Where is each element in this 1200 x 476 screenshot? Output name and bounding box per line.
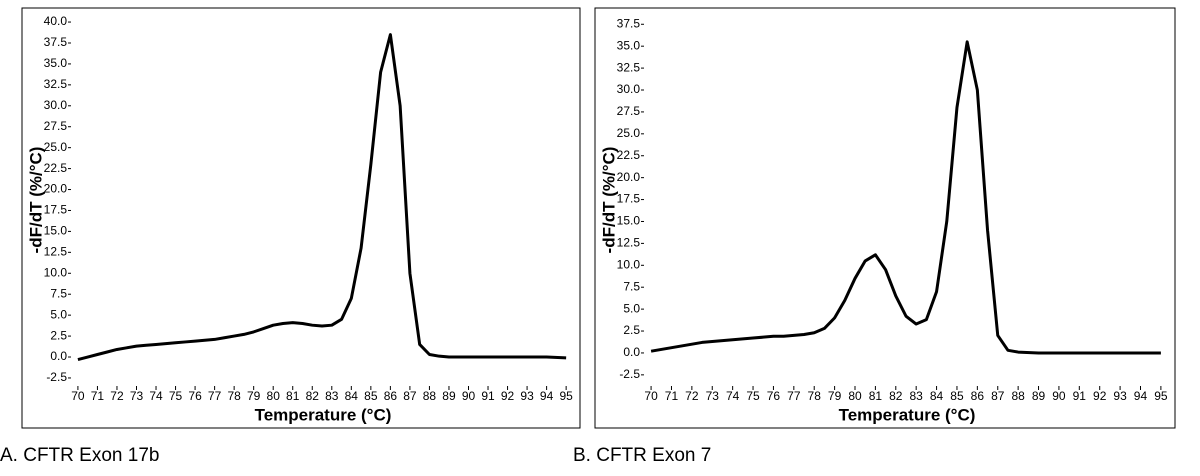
x-tick-label: 90 bbox=[1052, 389, 1066, 403]
x-tick-label: 95 bbox=[559, 389, 573, 403]
y-tick-label: 12.5 bbox=[617, 236, 641, 250]
x-tick-label: 82 bbox=[306, 389, 320, 403]
x-tick-label: 83 bbox=[325, 389, 339, 403]
x-tick-label: 76 bbox=[767, 389, 781, 403]
x-tick-label: 84 bbox=[930, 389, 944, 403]
x-tick-label: 94 bbox=[1134, 389, 1148, 403]
x-tick-label: 85 bbox=[950, 389, 964, 403]
y-tick-label: 15.0 bbox=[44, 224, 68, 238]
y-tick-label: 32.5 bbox=[44, 77, 68, 91]
x-tick-label: 77 bbox=[787, 389, 801, 403]
x-tick-label: 89 bbox=[1032, 389, 1046, 403]
x-tick-label: 90 bbox=[462, 389, 476, 403]
y-axis-title: -dF/dT (%/°C) bbox=[599, 147, 618, 254]
y-tick-label: 37.5 bbox=[44, 35, 68, 49]
y-tick-label: -2.5 bbox=[619, 367, 640, 381]
x-tick-label: 80 bbox=[848, 389, 862, 403]
y-tick-label: 37.5 bbox=[617, 16, 641, 30]
x-tick-label: 74 bbox=[726, 389, 740, 403]
y-tick-label: 0.0 bbox=[623, 345, 640, 359]
x-tick-label: 84 bbox=[345, 389, 359, 403]
y-tick-label: 20.0 bbox=[44, 182, 68, 196]
x-tick-label: 89 bbox=[442, 389, 456, 403]
x-tick-label: 86 bbox=[971, 389, 985, 403]
x-tick-label: 81 bbox=[286, 389, 300, 403]
y-tick-label: 27.5 bbox=[617, 104, 641, 118]
x-tick-label: 95 bbox=[1154, 389, 1168, 403]
y-tick-label: 30.0 bbox=[617, 82, 641, 96]
x-tick-label: 88 bbox=[423, 389, 437, 403]
x-axis-title: Temperature (°C) bbox=[255, 405, 392, 424]
y-tick-label: 40.0 bbox=[44, 14, 68, 28]
y-tick-label: 17.5 bbox=[44, 203, 68, 217]
y-tick-label: 10.0 bbox=[617, 257, 641, 271]
y-tick-label: 35.0 bbox=[44, 56, 68, 70]
y-tick-label: 12.5 bbox=[44, 245, 68, 259]
y-tick-label: 35.0 bbox=[617, 38, 641, 52]
y-axis-title: -dF/dT (%/°C) bbox=[26, 147, 45, 254]
panel-caption: A. CFTR Exon 17b bbox=[0, 445, 159, 466]
y-tick-label: 17.5 bbox=[617, 192, 641, 206]
x-tick-label: 93 bbox=[520, 389, 534, 403]
x-tick-label: 82 bbox=[889, 389, 903, 403]
x-tick-label: 79 bbox=[247, 389, 261, 403]
data-line bbox=[650, 40, 1161, 355]
y-tick-label: 7.5 bbox=[50, 286, 67, 300]
x-tick-label: 73 bbox=[706, 389, 720, 403]
x-tick-label: 72 bbox=[110, 389, 124, 403]
x-tick-label: 78 bbox=[808, 389, 822, 403]
x-tick-label: 93 bbox=[1113, 389, 1127, 403]
x-tick-label: 71 bbox=[665, 389, 679, 403]
x-tick-label: 88 bbox=[1011, 389, 1025, 403]
x-tick-label: 86 bbox=[384, 389, 398, 403]
x-tick-label: 77 bbox=[208, 389, 222, 403]
y-tick-label: 7.5 bbox=[623, 279, 640, 293]
x-tick-label: 76 bbox=[188, 389, 202, 403]
x-tick-label: 75 bbox=[746, 389, 760, 403]
x-tick-label: 73 bbox=[130, 389, 144, 403]
x-tick-label: 70 bbox=[644, 389, 658, 403]
x-axis-title: Temperature (°C) bbox=[839, 405, 976, 424]
x-tick-label: 80 bbox=[267, 389, 281, 403]
y-tick-label: 32.5 bbox=[617, 60, 641, 74]
x-tick-label: 70 bbox=[71, 389, 85, 403]
y-tick-label: 5.0 bbox=[623, 301, 640, 315]
y-tick-label: 20.0 bbox=[617, 170, 641, 184]
x-tick-label: 78 bbox=[227, 389, 241, 403]
x-tick-label: 87 bbox=[403, 389, 417, 403]
panel-frame bbox=[594, 7, 1176, 429]
x-tick-label: 79 bbox=[828, 389, 842, 403]
x-tick-label: 75 bbox=[169, 389, 183, 403]
x-tick-label: 74 bbox=[149, 389, 163, 403]
y-tick-label: 5.0 bbox=[50, 307, 67, 321]
y-tick-label: 10.0 bbox=[44, 265, 68, 279]
y-tick-label: 2.5 bbox=[50, 328, 67, 342]
y-tick-label: 2.5 bbox=[623, 323, 640, 337]
y-tick-label: 25.0 bbox=[617, 126, 641, 140]
y-tick-label: 22.5 bbox=[44, 161, 68, 175]
x-tick-label: 85 bbox=[364, 389, 378, 403]
x-tick-label: 72 bbox=[685, 389, 699, 403]
data-line bbox=[77, 33, 567, 361]
x-tick-label: 87 bbox=[991, 389, 1005, 403]
y-tick-label: 30.0 bbox=[44, 98, 68, 112]
y-tick-label: 22.5 bbox=[617, 148, 641, 162]
y-tick-label: -2.5 bbox=[46, 370, 67, 384]
panel-frame bbox=[21, 7, 581, 429]
x-tick-label: 71 bbox=[91, 389, 105, 403]
y-tick-label: 0.0 bbox=[50, 349, 67, 363]
x-tick-label: 92 bbox=[1093, 389, 1107, 403]
x-tick-label: 81 bbox=[869, 389, 883, 403]
y-tick-label: 25.0 bbox=[44, 140, 68, 154]
x-tick-label: 92 bbox=[501, 389, 515, 403]
panel-caption: B. CFTR Exon 7 bbox=[573, 445, 711, 466]
y-tick-label: 27.5 bbox=[44, 119, 68, 133]
x-tick-label: 94 bbox=[540, 389, 554, 403]
x-tick-label: 91 bbox=[481, 389, 495, 403]
y-tick-label: 15.0 bbox=[617, 214, 641, 228]
x-tick-label: 83 bbox=[909, 389, 923, 403]
x-tick-label: 91 bbox=[1073, 389, 1087, 403]
